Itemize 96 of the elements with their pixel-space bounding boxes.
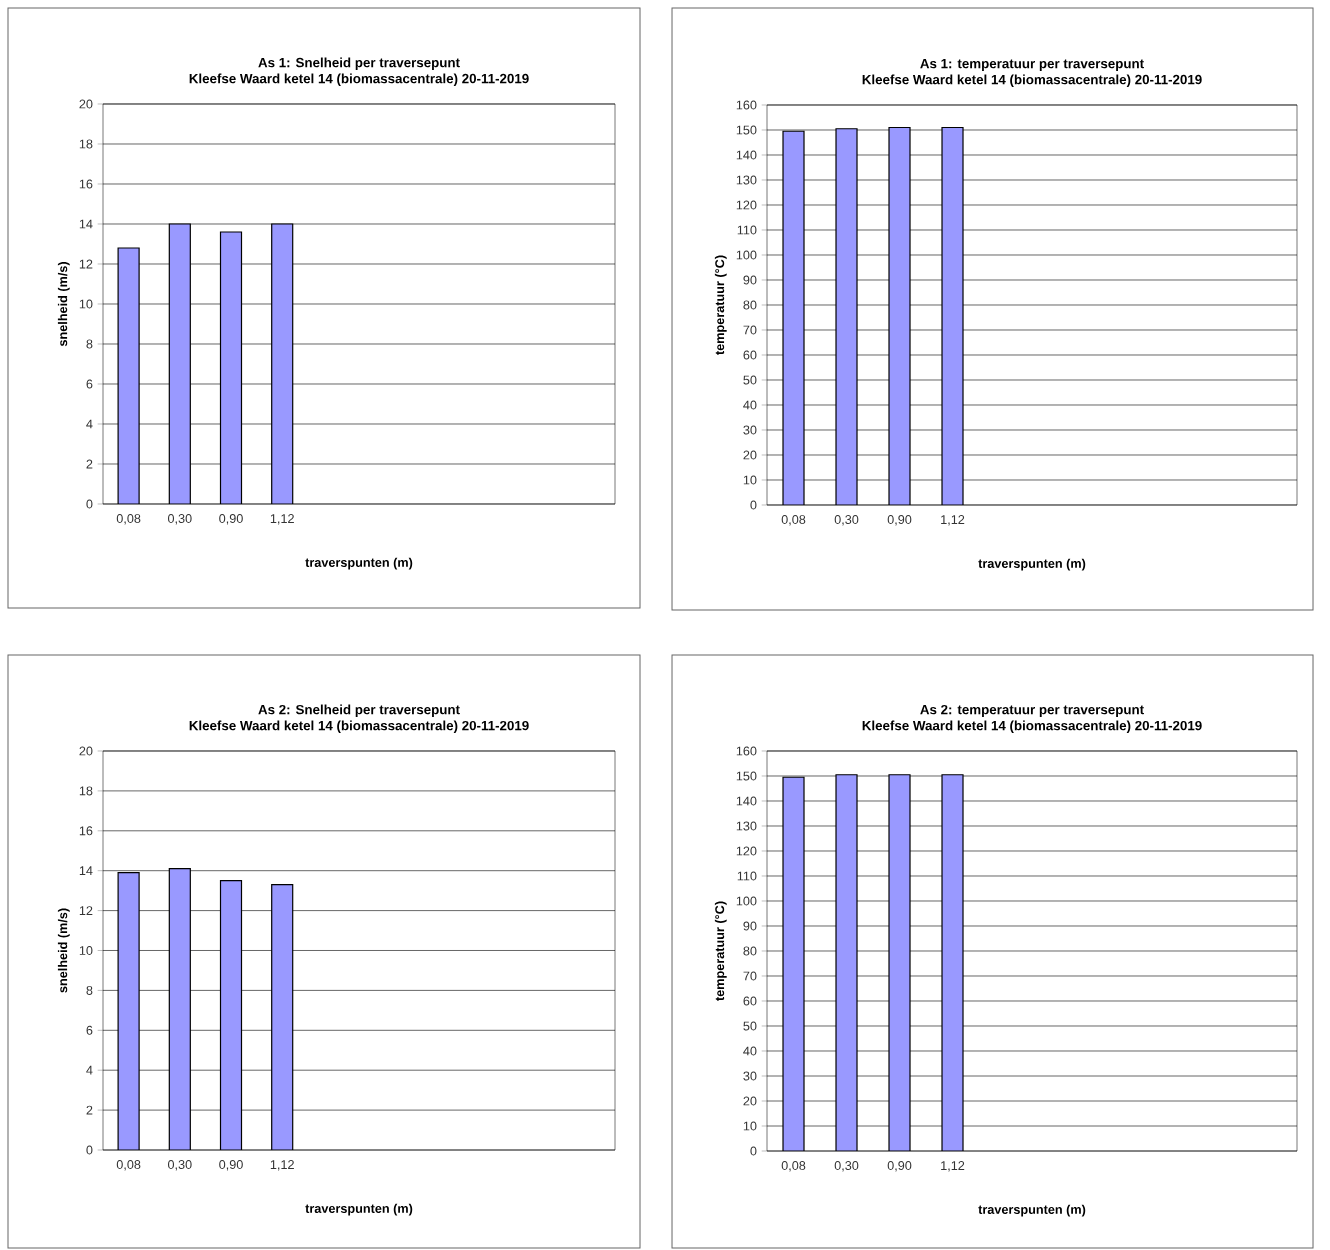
bar (117, 872, 140, 1150)
x-tick-label: 0,90 (219, 1160, 243, 1171)
y-tick-label: 18 (79, 139, 93, 149)
y-tick-label: 70 (743, 971, 757, 981)
y-tick-label: 6 (86, 1025, 93, 1035)
y-axis-title: temperatuur (°C) (714, 255, 727, 355)
x-axis-title: traverspunten (m) (978, 1204, 1086, 1217)
x-tick-label: 0,30 (834, 515, 859, 526)
x-tick-label: 0,30 (834, 1161, 859, 1172)
y-tick-label: 130 (736, 821, 757, 831)
y-tick-label: 50 (743, 375, 757, 385)
y-tick-label: 30 (743, 1071, 757, 1081)
chart-subtitle: Kleefse Waard ketel 14 (biomassacentrale) 20-11-2019 (862, 720, 1202, 733)
y-tick-label: 10 (743, 1121, 757, 1131)
y-tick-label: 4 (86, 419, 93, 429)
y-tick-label: 100 (736, 896, 757, 906)
y-tick-label: 4 (86, 1065, 93, 1075)
x-tick-label: 0,90 (219, 514, 243, 525)
x-axis-title: traverspunten (m) (978, 558, 1086, 571)
x-tick-label: 1,12 (270, 1160, 294, 1171)
y-tick-label: 160 (736, 100, 757, 110)
y-tick-label: 160 (736, 746, 757, 756)
x-tick-label: 0,30 (167, 514, 192, 525)
y-tick-label: 8 (86, 339, 93, 349)
y-tick-label: 60 (743, 996, 757, 1006)
chart-subtitle: Kleefse Waard ketel 14 (biomassacentrale) 20-11-2019 (862, 74, 1202, 87)
bar (219, 231, 243, 504)
chart-title: As 2: Snelheid per traversepunt (258, 704, 460, 717)
y-tick-label: 110 (737, 225, 757, 235)
y-tick-label: 2 (86, 459, 93, 469)
y-tick-label: 80 (743, 300, 757, 310)
x-tick-label: 0,08 (781, 1161, 806, 1172)
y-tick-label: 60 (743, 350, 757, 360)
x-tick-label: 0,08 (781, 515, 806, 526)
y-tick-label: 20 (79, 746, 93, 756)
y-axis-title: temperatuur (°C) (714, 901, 727, 1001)
x-tick-label: 1,12 (270, 514, 294, 525)
y-tick-label: 120 (736, 200, 757, 210)
chart-subtitle: Kleefse Waard ketel 14 (biomassacentrale) 20-11-2019 (189, 720, 529, 733)
bar (117, 247, 140, 504)
x-tick-label: 0,08 (116, 514, 141, 525)
x-tick-label: 0,08 (116, 1160, 141, 1171)
chart-title: As 1: temperatuur per traversepunt (920, 59, 1144, 71)
y-tick-label: 16 (79, 179, 93, 189)
x-tick-label: 1,12 (941, 515, 965, 526)
y-tick-label: 0 (750, 500, 757, 510)
y-axis-title: snelheid (m/s) (57, 908, 70, 993)
y-tick-label: 150 (736, 125, 757, 135)
y-tick-label: 20 (743, 1096, 757, 1106)
y-tick-label: 30 (743, 425, 757, 435)
x-tick-label: 1,12 (941, 1161, 965, 1172)
y-tick-label: 10 (79, 299, 93, 309)
y-tick-label: 20 (743, 450, 757, 460)
y-tick-label: 20 (79, 99, 93, 109)
y-tick-label: 90 (743, 275, 757, 285)
bar (271, 223, 294, 504)
y-tick-label: 150 (736, 771, 757, 781)
y-tick-label: 140 (736, 796, 757, 806)
chart-title: As 1: Snelheid per traversepunt (258, 57, 460, 70)
y-tick-label: 16 (79, 826, 93, 836)
y-tick-label: 40 (743, 1046, 757, 1056)
y-tick-label: 130 (736, 175, 757, 185)
y-tick-label: 50 (743, 1021, 757, 1031)
y-tick-label: 14 (79, 866, 93, 876)
y-tick-label: 140 (736, 150, 757, 160)
x-axis-title: traverspunten (m) (305, 557, 413, 570)
x-axis-title: traverspunten (m) (305, 1203, 413, 1216)
bar (168, 868, 191, 1150)
y-tick-label: 6 (86, 379, 93, 389)
y-tick-label: 80 (743, 946, 757, 956)
y-tick-label: 110 (737, 871, 757, 881)
x-tick-label: 0,30 (167, 1160, 192, 1171)
bar (271, 884, 294, 1150)
y-tick-label: 0 (750, 1146, 757, 1156)
y-tick-label: 2 (86, 1105, 93, 1115)
x-tick-label: 0,90 (887, 515, 912, 526)
y-tick-label: 8 (86, 985, 93, 995)
x-tick-label: 0,90 (887, 1161, 912, 1172)
y-tick-label: 90 (743, 921, 757, 931)
bar (219, 880, 243, 1150)
y-axis-title: snelheid (m/s) (57, 262, 70, 347)
y-tick-label: 10 (79, 946, 93, 955)
y-tick-label: 100 (736, 250, 757, 260)
chart-subtitle: Kleefse Waard ketel 14 (biomassacentrale) 20-11-2019 (189, 73, 529, 86)
y-tick-label: 120 (736, 846, 757, 856)
y-tick-label: 18 (79, 786, 93, 796)
y-tick-label: 12 (79, 906, 93, 916)
y-tick-label: 12 (79, 259, 93, 269)
y-tick-label: 40 (743, 400, 757, 410)
bar (168, 223, 191, 504)
chart-title: As 2: temperatuur per traversepunt (920, 704, 1144, 717)
y-tick-label: 70 (743, 325, 757, 335)
y-tick-label: 0 (86, 499, 93, 509)
y-tick-label: 0 (86, 1145, 93, 1155)
y-tick-label: 14 (79, 219, 93, 229)
y-tick-label: 10 (743, 475, 757, 485)
